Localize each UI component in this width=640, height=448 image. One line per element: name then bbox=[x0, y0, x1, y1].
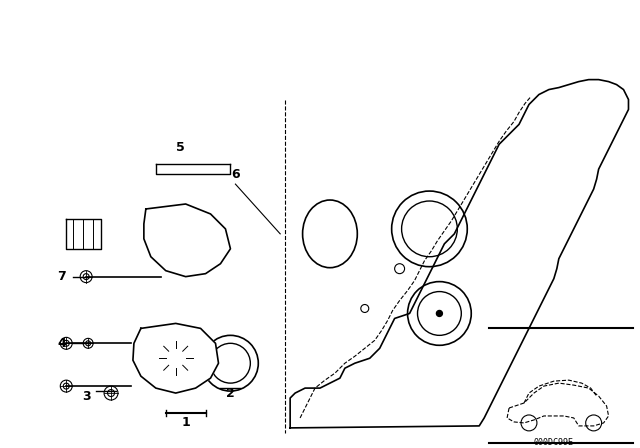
Text: 3: 3 bbox=[82, 390, 90, 403]
Text: 1: 1 bbox=[181, 417, 190, 430]
Text: 7: 7 bbox=[58, 270, 67, 283]
Circle shape bbox=[436, 310, 442, 316]
Polygon shape bbox=[133, 323, 218, 393]
Text: 2: 2 bbox=[226, 387, 235, 400]
Polygon shape bbox=[144, 204, 230, 277]
Text: 4: 4 bbox=[58, 337, 67, 350]
Text: 5: 5 bbox=[176, 141, 185, 154]
Text: 6: 6 bbox=[231, 168, 240, 181]
Text: 000DC99E: 000DC99E bbox=[534, 438, 574, 447]
